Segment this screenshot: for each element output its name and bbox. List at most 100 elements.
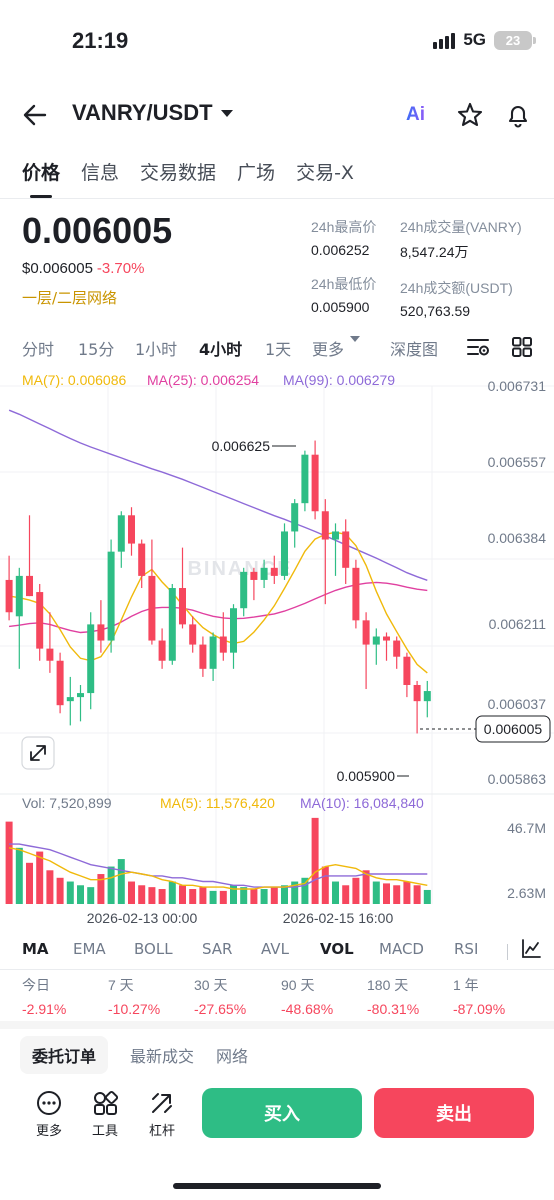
low-label: 24h最低价	[311, 276, 377, 292]
volume-bar	[291, 881, 299, 904]
perf-today: 今日 -2.91%	[22, 975, 66, 1017]
indicator-rsi[interactable]: RSI	[454, 940, 479, 958]
interval-1d[interactable]: 1天	[265, 340, 292, 359]
candle	[128, 515, 135, 544]
candle	[393, 640, 401, 657]
price-axis-label: 0.006731	[488, 378, 547, 394]
volume-legend-item: MA(5): 11,576,420	[160, 795, 275, 811]
volume-bar	[311, 817, 319, 904]
candle	[240, 571, 248, 609]
pair-selector[interactable]: VANRY/USDT	[72, 100, 233, 126]
perf-value: -2.91%	[22, 1001, 67, 1017]
candle	[413, 684, 421, 702]
volume-bar	[260, 889, 268, 904]
star-icon[interactable]	[456, 101, 484, 129]
candle	[230, 608, 237, 653]
volume-legend-item: Vol: 7,520,899	[22, 795, 112, 811]
interval-more[interactable]: 更多	[312, 336, 361, 360]
indicator-tabs: MA EMA BOLL SAR AVL VOL MACD RSI	[22, 940, 554, 962]
signal-icon	[433, 31, 456, 49]
last-price: 0.006005	[22, 210, 173, 251]
candle	[219, 636, 227, 653]
indicator-avl[interactable]: AVL	[261, 940, 289, 958]
interval-1h[interactable]: 1小时	[135, 340, 178, 359]
volume-bar	[107, 866, 115, 904]
candle	[158, 640, 166, 661]
caret-down-icon	[220, 109, 233, 117]
indicator-vol[interactable]: VOL	[320, 940, 354, 958]
perf-label: 7 天	[108, 977, 134, 993]
category-tag-link[interactable]: 一层/二层网络	[22, 289, 118, 307]
volume-bar	[393, 885, 401, 904]
volume-bar	[26, 862, 33, 904]
candle	[87, 624, 95, 694]
tab-trade-x[interactable]: 交易-X	[296, 162, 354, 184]
candle	[250, 571, 258, 580]
tabs-divider	[0, 198, 554, 199]
indicator-macd[interactable]: MACD	[379, 940, 424, 958]
expand-chart-button[interactable]	[21, 736, 55, 770]
candle	[168, 588, 176, 661]
layout-grid-icon[interactable]	[511, 336, 533, 358]
tab-latest-trades[interactable]: 最新成交	[130, 1047, 195, 1066]
buy-button[interactable]: 买入	[202, 1088, 362, 1138]
interval-4h[interactable]: 4小时	[199, 340, 243, 359]
volume-bar	[117, 859, 125, 904]
interval-bar: 分时 15分 1小时 4小时 1天 更多 深度图	[22, 336, 554, 360]
more-dots-icon	[37, 1091, 61, 1115]
candle	[362, 620, 370, 645]
network-label: 5G	[463, 30, 486, 49]
ai-icon[interactable]: Ai	[406, 104, 425, 125]
volume-bar	[413, 885, 421, 904]
usd-price: $0.006005	[22, 260, 93, 277]
bell-icon[interactable]	[504, 101, 532, 129]
volume-bar	[97, 874, 105, 904]
interval-more-label: 更多	[312, 340, 345, 359]
volume-axis-label: 46.7M	[507, 820, 546, 836]
indicator-ma[interactable]: MA	[22, 940, 49, 958]
indicator-ema[interactable]: EMA	[73, 940, 106, 958]
price-axis-label: 0.005863	[488, 771, 547, 787]
vol-quote-label: 24h成交额(USDT)	[400, 280, 513, 296]
interval-15m[interactable]: 15分	[78, 340, 115, 359]
tab-open-orders[interactable]: 委托订单	[20, 1036, 109, 1074]
candle	[383, 636, 390, 641]
time-axis: 2026-02-13 00:00 2026-02-15 16:00	[87, 910, 394, 926]
tab-network[interactable]: 网络	[216, 1047, 249, 1066]
status-time: 21:19	[72, 28, 129, 53]
indicator-sar[interactable]: SAR	[202, 940, 233, 958]
ma7-line	[8, 531, 428, 674]
volume-bar	[199, 887, 207, 904]
chart-settings-icon[interactable]	[466, 336, 490, 358]
tab-info[interactable]: 信息	[81, 162, 120, 184]
interval-timeline[interactable]: 分时	[22, 340, 55, 359]
back-arrow-icon[interactable]	[22, 102, 48, 128]
candle	[209, 636, 217, 669]
tools-button[interactable]: 工具	[82, 1090, 128, 1139]
tab-square[interactable]: 广场	[237, 162, 276, 184]
candle	[260, 567, 268, 580]
tab-trading-data[interactable]: 交易数据	[140, 162, 217, 184]
perf-value: -80.31%	[367, 1001, 420, 1017]
kline-chart[interactable]: BINANCE 0.0067310.0065570.0063840.006211…	[0, 366, 554, 930]
pair-name: VANRY/USDT	[72, 100, 213, 125]
volume-legend-item: MA(10): 16,084,840	[300, 795, 424, 811]
leverage-button[interactable]: 杠杆	[139, 1090, 185, 1139]
perf-value: -27.65%	[194, 1001, 247, 1017]
volume-bar	[189, 889, 197, 904]
indicator-divider	[0, 969, 554, 970]
tab-price[interactable]: 价格	[22, 158, 60, 198]
stats-col-volume: 24h成交量(VANRY) 8,547.24万 24h成交额(USDT) 520…	[400, 217, 522, 319]
interval-depth[interactable]: 深度图	[390, 340, 439, 359]
volume-ma-lines	[8, 843, 428, 890]
ma-legend: MA(7): 0.006086 MA(25): 0.006254 MA(99): 0…	[22, 372, 395, 388]
sell-button[interactable]: 卖出	[374, 1088, 534, 1138]
indicator-boll[interactable]: BOLL	[134, 940, 173, 958]
candle	[5, 579, 13, 613]
vol-base-value: 8,547.24万	[400, 244, 469, 260]
expand-icon	[30, 745, 46, 761]
volume-bar	[46, 870, 54, 904]
volume-bar	[240, 887, 248, 904]
indicator-settings-icon[interactable]	[520, 938, 542, 960]
more-button[interactable]: 更多	[26, 1090, 72, 1139]
